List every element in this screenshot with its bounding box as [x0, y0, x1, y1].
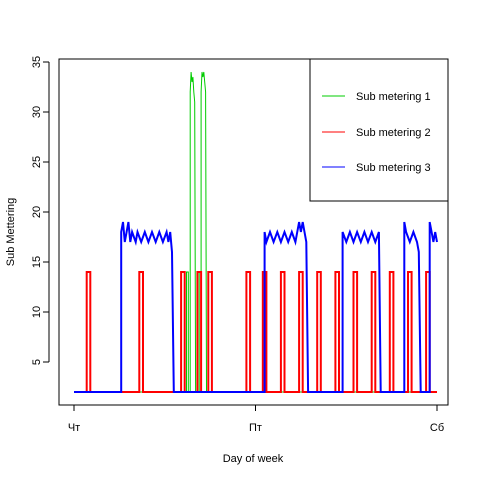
y-axis-label: Sub Mettering: [5, 198, 17, 266]
legend: Sub metering 1 Sub metering 2 Sub metering…: [310, 59, 448, 201]
x-tick-label: Пт: [249, 422, 262, 434]
y-tick-label: 10: [31, 306, 43, 318]
x-tick-label: Сб: [430, 422, 444, 434]
y-tick-label: 25: [31, 156, 43, 168]
series-line-sub-metering-3: [74, 222, 437, 392]
y-tick-label: 20: [31, 206, 43, 218]
y-axis: 5 10 15 20 25 30 35: [31, 56, 49, 365]
x-axis: Чт Пт Сб: [68, 405, 444, 434]
legend-label: Sub metering 2: [356, 127, 431, 139]
x-tick-label: Чт: [68, 422, 80, 434]
y-tick-label: 15: [31, 256, 43, 268]
y-tick-label: 5: [31, 359, 43, 365]
y-tick-label: 30: [31, 106, 43, 118]
legend-label: Sub metering 3: [356, 162, 431, 174]
y-tick-label: 35: [31, 56, 43, 68]
x-axis-label: Day of week: [223, 453, 284, 465]
legend-label: Sub metering 1: [356, 91, 431, 103]
series-line-sub-metering-2: [74, 272, 437, 392]
